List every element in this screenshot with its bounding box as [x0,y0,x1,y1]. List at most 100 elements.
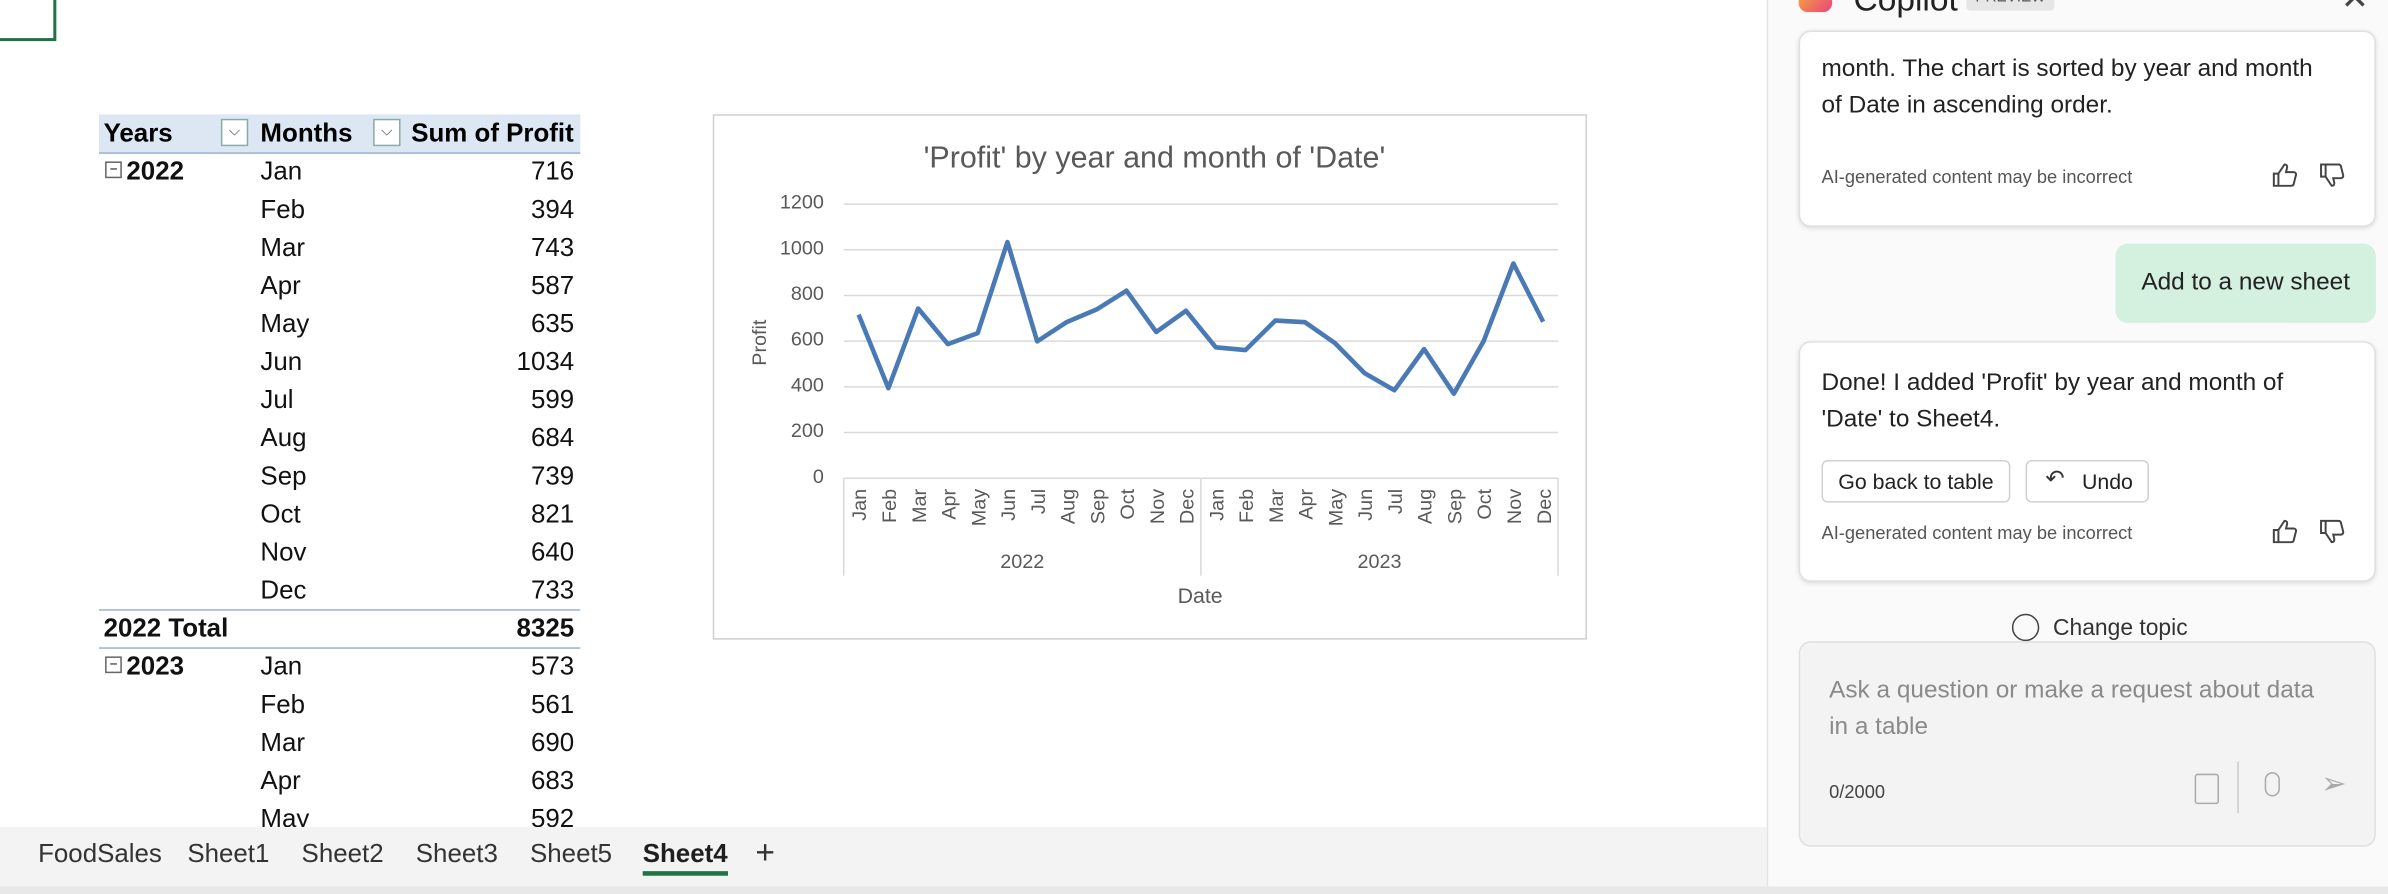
value-cell: 599 [530,385,575,415]
placeholder: Ask a question or make a request about d… [1829,677,2315,704]
month-cell: Jul [260,385,294,415]
action-button[interactable]: Undo ↶ [2025,459,2149,503]
x-tick-label: Aug [1058,489,1080,524]
y-axis-title: Profit [749,319,771,366]
x-tick-label: Feb [1236,489,1258,523]
thumbs-down[interactable] [2318,518,2345,545]
message-text: month. The chart is sorted by year and m… [1821,56,2313,83]
y-tick-label: 200 [791,420,824,442]
y-tick-label: 600 [791,329,824,351]
send-icon[interactable]: ➢ [2321,767,2347,802]
month-cell: Nov [260,537,307,567]
y-tick-label: 0 [813,466,824,488]
x-tick-label: Dec [1177,489,1199,524]
pivot-table: Years ⌵ Months ⌵ Sum of Profit −2022 Jan 716 Feb… [98,114,586,831]
month-cell: Jun [260,347,303,377]
x-tick-label: Jan [1206,489,1228,521]
x-tick-label: Jul [1028,489,1050,514]
header-cell: Months [260,118,353,148]
x-tick-label: Feb [879,489,901,523]
value-cell: 733 [530,575,575,605]
month-cell: May [260,804,310,831]
value-cell: 683 [530,766,575,796]
month-cell: Jan [260,156,303,186]
disclaimer: AI-generated content may be incorrect [1821,522,2133,544]
thumbs-up[interactable] [2271,161,2298,188]
sheet-tab[interactable]: Sheet3 [415,839,498,869]
value-cell: 640 [530,537,575,567]
add-sheet-button[interactable]: + [755,833,775,872]
thumbs-down[interactable] [2318,161,2345,188]
sheet-tab[interactable]: Sheet4 [642,838,728,876]
message-text: of Date in ascending order. [1821,92,2113,119]
message-card: month. The chart is sorted by year and m… [1798,30,2376,227]
thumb-icon [2320,163,2345,187]
x-tick-label: Nov [1147,489,1169,524]
undo-icon: ↶ [2045,466,2065,492]
copilot-logo [1798,0,1833,13]
message-text: 'Date' to Sheet4. [1821,406,2001,433]
change-topic[interactable]: Change topic [2053,615,2188,642]
x-tick-label: Jul [1385,489,1407,514]
value-cell: 561 [530,689,575,719]
filter-button[interactable]: ⌵ [373,118,401,147]
header-cell: Years [103,118,173,148]
total-line [98,609,581,611]
month-cell: Mar [260,233,306,262]
month-cell: Oct [260,499,301,529]
mic-icon[interactable] [2264,772,2280,797]
value-cell: 394 [530,194,575,224]
chat-input[interactable]: Ask a question or make a request about d… [1798,641,2376,847]
close-button[interactable]: ✕ [2341,0,2369,15]
placeholder: in a table [1829,714,1929,741]
year-label: 2023 [126,651,185,681]
x-tick-label: Mar [909,488,931,522]
divider [2237,761,2239,814]
sheet-tab[interactable]: Sheet2 [301,839,384,869]
thumb-icon [2272,163,2298,187]
action-button[interactable]: Go back to table [1821,459,2011,503]
month-cell: Mar [260,727,306,757]
x-tick-label: Aug [1415,489,1437,524]
value-cell: 739 [530,461,575,491]
filter-button[interactable]: ⌵ [220,118,249,147]
x-tick-label: Apr [1296,488,1318,519]
x-tick-label: Mar [1266,488,1288,522]
header-cell: Sum of Profit [411,118,574,148]
value-cell: 635 [530,309,575,339]
value-cell: 821 [530,499,575,529]
month-cell: Feb [260,194,306,224]
x-tick-label: Dec [1534,489,1556,524]
value-cell: 592 [530,804,575,831]
x-tick-label: Oct [1117,488,1139,519]
message-text: Done! I added 'Profit' by year and month… [1821,370,2284,396]
user-message: Add to a new sheet [2115,243,2376,323]
chart: 'Profit' by year and month of 'Date' Prof… [749,141,1559,608]
data-line [856,239,1546,396]
chart-box: 'Profit' by year and month of 'Date' Prof… [712,114,1587,640]
value-cell: 587 [530,271,575,301]
x-tick-label: Sep [1087,489,1109,524]
thumbs-up[interactable] [2271,518,2298,545]
sheet-tab[interactable]: FoodSales [38,839,162,869]
message-card: Done! I added 'Profit' by year and month… [1798,341,2376,582]
prompt-guide-icon[interactable] [2194,773,2220,805]
x-tick-label: Oct [1474,488,1496,519]
month-cell: Aug [260,423,307,453]
x-group-label: 2023 [1357,551,1401,573]
sheet-tab-bar: FoodSales Sheet1 Sheet2 Sheet3 Sheet5 Sheet4 + [0,826,1767,888]
collapse-button[interactable]: − [105,161,122,179]
collapse-button[interactable]: − [105,656,122,674]
chart-title: 'Profit' by year and month of 'Date' [924,141,1386,175]
copilot-pane: Copilot PREVIEW ✕ month. The chart is sorte… [1766,0,2388,887]
x-tick-label: Jun [998,489,1020,521]
y-tick-label: 1000 [780,237,824,259]
x-tick-label: May [1325,489,1347,526]
month-cell: Dec [260,575,307,605]
value-cell: 743 [530,233,575,262]
x-tick-label: May [968,489,990,526]
value-cell: 573 [530,651,575,681]
sheet-tab[interactable]: Sheet1 [187,839,270,869]
x-axis-title: Date [1178,584,1223,608]
sheet-tab[interactable]: Sheet5 [530,839,613,869]
